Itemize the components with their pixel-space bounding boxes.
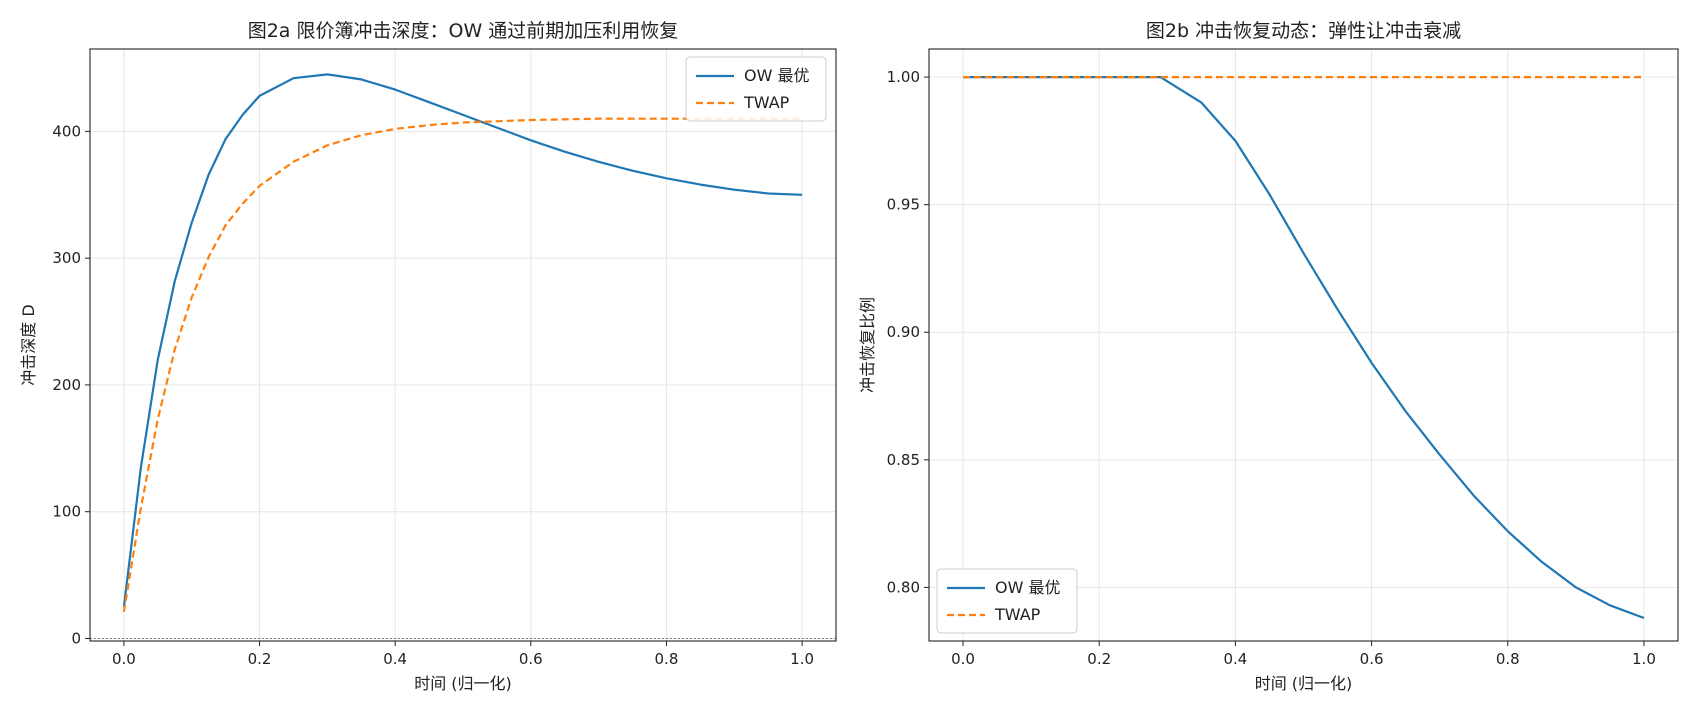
x-tick-label: 0.2 [1087, 650, 1111, 668]
legend-label: TWAP [743, 93, 790, 112]
chart-panel-a: 0.0 0.2 0.4 0.6 0.8 1.0 0 100 200 300 400 图2a 限价簿… [19, 20, 837, 693]
x-axis-label: 时间 (归一化) [1255, 674, 1353, 693]
series-layer [963, 75, 1645, 620]
series-line-ow [963, 75, 1645, 620]
x-tick-label: 0.8 [655, 650, 679, 668]
axes-frame [89, 48, 837, 642]
x-tick-label: 1.0 [790, 650, 814, 668]
y-axis-ticks: 0 100 200 300 400 [52, 122, 90, 647]
legend: OW 最优 TWAP [685, 56, 827, 122]
y-axis-ticks: 0.80 0.85 0.90 0.95 1.00 [887, 68, 929, 596]
y-axis-label: 冲击深度 D [19, 304, 38, 385]
x-axis-ticks: 0.0 0.2 0.4 0.6 0.8 1.0 [951, 641, 1656, 668]
plot-area [90, 49, 836, 641]
series-line-ow [122, 73, 803, 607]
y-axis-label: 冲击恢复比例 [858, 297, 877, 393]
legend-label: TWAP [994, 605, 1041, 624]
y-tick-label: 1.00 [887, 68, 920, 86]
legend-box [685, 56, 827, 122]
legend-box [936, 568, 1078, 634]
y-tick-label: 0 [71, 629, 81, 647]
y-tick-label: 0.85 [887, 451, 920, 469]
x-tick-label: 0.6 [1360, 650, 1384, 668]
x-tick-label: 0.4 [383, 650, 407, 668]
series-layer [122, 73, 803, 612]
y-tick-label: 0.95 [887, 196, 920, 214]
x-tick-label: 0.4 [1223, 650, 1247, 668]
x-axis-label: 时间 (归一化) [414, 674, 512, 693]
legend-label: OW 最优 [995, 578, 1061, 597]
series-line-twap [122, 117, 803, 612]
chart-panel-b: 0.0 0.2 0.4 0.6 0.8 1.0 0.800.850.900.951.00 … [858, 20, 1679, 693]
x-tick-label: 0.2 [248, 650, 272, 668]
legend-label: OW 最优 [744, 66, 810, 85]
y-tick-label: 0.80 [887, 578, 920, 596]
y-tick-label: 200 [52, 376, 81, 394]
plot-area [929, 49, 1678, 641]
chart-title: 图2a 限价簿冲击深度：OW 通过前期加压利用恢复 [248, 20, 679, 42]
axes-frame [928, 48, 1679, 642]
x-tick-label: 0.6 [519, 650, 543, 668]
x-tick-label: 0.0 [951, 650, 975, 668]
legend: OW 最优 TWAP [936, 568, 1078, 634]
x-axis-ticks: 0.0 0.2 0.4 0.6 0.8 1.0 [112, 641, 814, 668]
y-tick-label: 400 [52, 122, 81, 140]
x-tick-label: 1.0 [1632, 650, 1656, 668]
x-tick-label: 0.0 [112, 650, 136, 668]
y-tick-label: 300 [52, 249, 81, 267]
x-tick-label: 0.8 [1496, 650, 1520, 668]
y-tick-label: 100 [52, 503, 81, 521]
y-tick-label: 0.90 [887, 323, 920, 341]
chart-title: 图2b 冲击恢复动态：弹性让冲击衰减 [1146, 20, 1461, 42]
